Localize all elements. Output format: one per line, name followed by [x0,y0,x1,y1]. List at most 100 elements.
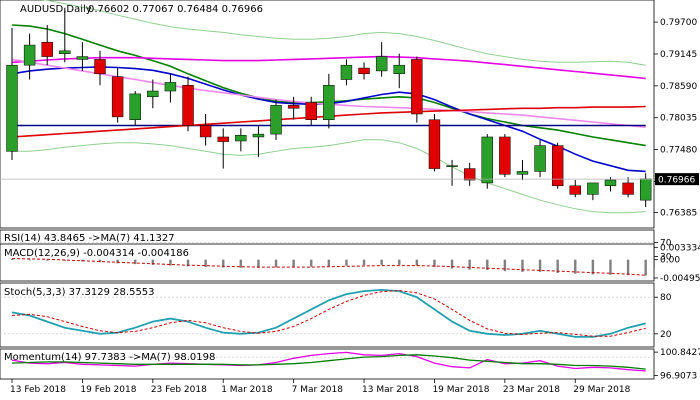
momentum-panel: Momentum(14) 97.7383 ->MA(7) 98.0198 100… [0,348,700,382]
main-ohlc: 0.76602 0.77067 0.76484 0.76966 [88,4,263,15]
stoch-axis-tick-label: 20 [660,330,672,340]
candle-body [305,102,317,120]
stoch-axis-tick-label: 80 [660,293,672,303]
macd-histogram-bar [116,259,119,264]
candle-body [569,185,581,195]
candle-body [217,136,229,142]
candle-body [446,165,458,167]
moving-average-line [11,55,646,80]
candle-body [164,82,177,92]
macd-histogram-bar [310,259,313,267]
macd-histogram-bar [257,259,260,268]
macd-histogram-bar [538,259,542,272]
macd-histogram-bar [327,259,331,267]
macd-histogram-bar [468,259,471,270]
candle-body [516,171,529,175]
macd-histogram-bar [521,259,524,272]
candle-body [6,64,18,152]
macd-axis-tick-label: 0.00 [660,256,680,266]
candle-body [270,105,282,135]
macd-histogram-bar [169,259,172,266]
date-label: 19 Feb 2018 [80,385,136,395]
momentum-line [11,354,646,370]
price-axis-tick-label: 0.77480 [660,146,697,156]
macd-histogram-bar [450,259,454,269]
candle-body [59,50,71,54]
stoch-signal-line [11,289,646,337]
candle-body [534,145,546,172]
momentum-title: Momentum(14) 97.7383 ->MA(7) 98.0198 [4,352,215,363]
macd-histogram-bar [433,259,436,268]
date-label: 23 Mar 2018 [503,385,560,395]
main-panel: AUDUSD,Daily 0.76602 0.77067 0.76484 0.7… [0,0,699,229]
macd-histogram-bar [10,258,14,260]
candle-body [463,168,476,181]
candle-body [94,59,106,75]
moving-average-line [12,139,646,214]
macd-signal-line [11,258,646,276]
macd-histogram-bar [222,259,225,268]
candle-body [481,136,493,184]
current-price-label: 0.76966 [658,176,695,186]
rsi-title: RSI(14) 43.8465 ->MA(7) 41.1327 [4,233,175,244]
candle-body [587,182,599,195]
date-label: 13 Feb 2018 [10,385,66,395]
candle-body [551,145,564,187]
current-price-marker [655,173,699,186]
stoch-title: Stoch(5,3,3) 37.3129 28.5553 [4,287,155,298]
candle-body [252,133,265,138]
x-axis: 13 Feb 2018 19 Feb 2018 23 Feb 2018 1 Mar 2… [10,379,631,395]
macd-panel-frame [0,243,655,282]
candle-body [23,44,36,66]
macd-histogram-bar [609,259,612,275]
price-axis-tick-label: 0.76385 [660,209,697,219]
candle-body [358,67,370,75]
price-axis-tick-label: 0.79700 [660,18,697,28]
stoch-panel: Stoch(5,3,3) 37.3129 28.5553 80 20 [0,282,672,348]
candle-body [323,85,335,120]
macd-histogram-bar [274,259,278,268]
candle-body [129,93,141,120]
macd-histogram-bar [134,259,137,265]
macd-histogram-bar [345,259,348,266]
macd-histogram-bar [151,259,155,265]
date-label: 23 Feb 2018 [151,385,207,395]
momentum-axis-tick-label: 96.9073 [660,372,697,382]
price-axis-tick-label: 0.79145 [660,50,697,60]
candle-body [393,64,405,75]
candle-body [199,125,212,138]
candle-body [287,105,300,109]
date-label: 13 Mar 2018 [362,385,419,395]
main-title: AUDUSD,Daily [20,4,92,15]
candle-body [499,136,511,175]
date-label: 29 Mar 2018 [573,385,630,395]
macd-panel: MACD(12,26,9) -0.004314 -0.004186 0.0033… [0,243,700,284]
macd-histogram-bar [626,259,630,276]
macd-histogram-bar [98,259,102,263]
macd-histogram-bar [186,259,190,267]
candle-body [182,85,194,126]
macd-axis-tick-label: 0.003334 [660,243,700,253]
macd-histogram-bar [486,259,489,271]
macd-histogram-bar [574,259,577,274]
momentum-axis-tick-label: 100.8427 [660,348,700,358]
price-axis-tick-label: 0.78590 [660,82,697,92]
macd-histogram-bar [46,259,49,261]
macd-histogram-bar [415,259,419,266]
candle-body [375,56,388,72]
rsi-axis-tick-label: 30 [660,253,672,263]
macd-histogram-bar [591,259,595,275]
price-axis-tick-label: 0.78035 [660,114,697,124]
moving-average-line [41,0,646,66]
macd-histogram-bar [503,259,507,272]
candle-body [340,64,353,80]
macd-histogram-bar [644,259,647,276]
candle-body [41,41,53,57]
candle-body [604,179,617,187]
macd-histogram-bar [239,259,243,268]
macd-histogram-bar [398,259,401,265]
candle-body [111,76,124,118]
date-label: 1 Mar 2018 [221,385,273,395]
macd-axis-tick-label: -0.004952 [660,274,700,284]
